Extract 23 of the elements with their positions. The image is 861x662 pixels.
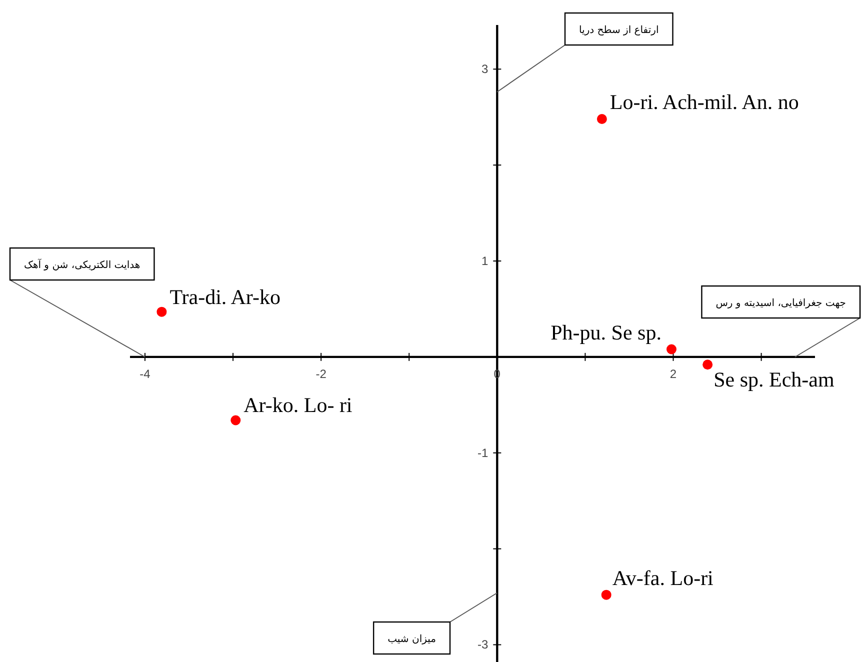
annotation: هدایت الکتریکی، شن و آهک bbox=[24, 258, 140, 271]
point bbox=[601, 590, 612, 600]
point bbox=[666, 344, 676, 354]
annotation: جهت جغرافیایی، اسیدیته و رس bbox=[716, 298, 846, 309]
y-tick-label: 1 bbox=[481, 254, 488, 268]
annotation: ارتفاع از سطح دریا bbox=[579, 25, 659, 36]
series-label: Se sp. Ech-am bbox=[714, 368, 834, 392]
series-label: Lo-ri. Ach-mil. An. no bbox=[610, 90, 799, 114]
point bbox=[596, 114, 607, 124]
series-label: Tra-di. Ar-ko bbox=[170, 284, 281, 309]
point bbox=[702, 360, 713, 370]
point bbox=[156, 306, 167, 317]
x-tick-label: 2 bbox=[670, 366, 677, 381]
y-tick-label: -1 bbox=[477, 446, 488, 460]
y-tick-label: 3 bbox=[481, 62, 488, 76]
x-tick-label: -4 bbox=[140, 366, 151, 381]
point bbox=[230, 415, 241, 426]
annotation: میزان شیب bbox=[388, 634, 436, 645]
y-tick-label: -3 bbox=[477, 638, 488, 652]
series-label: Av-fa. Lo-ri bbox=[612, 566, 714, 590]
series-label: Ph-pu. Se sp. bbox=[550, 320, 662, 344]
series-label: Ar-ko. Lo- ri bbox=[244, 393, 352, 418]
x-tick-label: -2 bbox=[316, 366, 327, 381]
